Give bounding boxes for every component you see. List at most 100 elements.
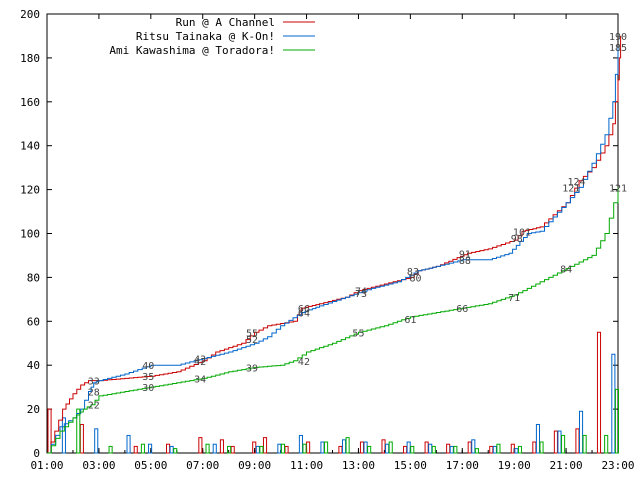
x-tick-label: 15:00 xyxy=(394,459,427,472)
series-line-1 xyxy=(47,46,619,454)
histogram-bar-1 xyxy=(385,443,390,454)
histogram-bar-0 xyxy=(424,441,429,454)
y-tick-label: 20 xyxy=(27,403,40,416)
data-label: 42 xyxy=(194,357,206,368)
data-label: 185 xyxy=(609,43,627,54)
histogram-bar-0 xyxy=(553,430,558,454)
y-tick-label: 0 xyxy=(33,447,40,460)
histogram-bar-2 xyxy=(173,448,178,454)
data-label: 22 xyxy=(88,401,100,412)
histogram-bar-0 xyxy=(284,445,289,454)
data-label: 84 xyxy=(560,265,572,276)
histogram-bar-2 xyxy=(367,445,372,454)
data-label: 30 xyxy=(142,383,154,394)
data-label: 74 xyxy=(355,287,367,298)
histogram-bar-1 xyxy=(514,448,519,454)
data-label: 64 xyxy=(298,309,310,320)
x-tick-label: 21:00 xyxy=(550,459,583,472)
histogram-bar-0 xyxy=(230,445,235,454)
histogram-bar-1 xyxy=(578,410,584,454)
histogram-bar-2 xyxy=(614,388,620,454)
x-tick-label: 01:00 xyxy=(30,459,63,472)
data-label: 73 xyxy=(355,289,367,300)
y-tick-label: 180 xyxy=(20,52,40,65)
data-label: 121 xyxy=(609,183,627,194)
histogram-bar-2 xyxy=(410,445,415,454)
histogram-bar-2 xyxy=(227,445,232,454)
histogram-bar-2 xyxy=(259,445,264,454)
data-label: 34 xyxy=(194,374,206,385)
histogram-bar-1 xyxy=(428,443,433,454)
histogram-bar-1 xyxy=(320,441,325,454)
histogram-bar-0 xyxy=(166,443,171,454)
legend-label: Ami Kawashima @ Toradora! xyxy=(109,44,275,57)
data-label: 40 xyxy=(142,361,154,372)
histogram-bar-1 xyxy=(557,430,562,454)
data-label: 66 xyxy=(456,304,468,315)
histogram-bar-2 xyxy=(388,441,393,454)
histogram-bar-2 xyxy=(453,445,458,454)
histogram-bar-2 xyxy=(561,434,566,454)
histogram-bar-0 xyxy=(489,445,494,454)
legend-label: Run @ A Channel xyxy=(176,16,275,29)
histogram-bar-1 xyxy=(363,441,368,454)
data-label: 190 xyxy=(609,32,627,43)
x-tick-label: 11:00 xyxy=(290,459,323,472)
histogram-bar-2 xyxy=(517,445,523,454)
histogram-bar-2 xyxy=(539,441,544,454)
histogram-bar-1 xyxy=(277,443,282,454)
data-label: 91 xyxy=(459,249,471,260)
histogram-bar-2 xyxy=(302,443,307,454)
data-label: 66 xyxy=(298,304,310,315)
data-label: 61 xyxy=(404,315,416,326)
x-tick-label: 13:00 xyxy=(342,459,375,472)
histogram-bar-0 xyxy=(532,441,537,454)
histogram-bar-0 xyxy=(133,445,138,454)
data-label: 28 xyxy=(88,388,100,399)
data-label: 121 xyxy=(562,183,580,194)
y-tick-label: 40 xyxy=(27,359,40,372)
histogram-bar-0 xyxy=(596,331,602,454)
data-label: 35 xyxy=(142,372,154,383)
plot-frame xyxy=(46,13,619,454)
histogram-bar-2 xyxy=(431,445,436,454)
data-labels: 33 35 42 55 66 74 80 91 101 124 190 28 40 43 52 64 73 83 8… xyxy=(88,32,627,412)
y-tick-label: 160 xyxy=(20,96,40,109)
y-tick-label: 200 xyxy=(20,8,40,21)
histogram-bar-1 xyxy=(611,353,616,454)
x-tick-label: 07:00 xyxy=(186,459,219,472)
data-label: 71 xyxy=(508,293,520,304)
histogram-bar-0 xyxy=(219,439,224,454)
histogram-bar-2 xyxy=(108,445,113,454)
histogram-bar-1 xyxy=(406,441,411,454)
histogram-bar-1 xyxy=(298,434,303,454)
histogram-bar-2 xyxy=(474,448,479,454)
y-tick-label: 120 xyxy=(20,184,40,197)
histogram-bar-0 xyxy=(262,437,268,454)
x-tick-label: 17:00 xyxy=(446,459,479,472)
y-tick-label: 80 xyxy=(27,271,40,284)
data-label: 33 xyxy=(88,377,100,388)
data-label: 42 xyxy=(298,357,310,368)
histogram-bar-1 xyxy=(94,428,99,454)
x-tick-label: 03:00 xyxy=(82,459,115,472)
y-tick-label: 140 xyxy=(20,140,40,153)
histogram-bar-0 xyxy=(359,441,365,454)
histogram-bar-1 xyxy=(449,445,454,454)
histogram-bar-0 xyxy=(381,439,386,454)
data-label: 52 xyxy=(246,335,258,346)
histogram-bar-2 xyxy=(280,443,286,454)
data-label: 39 xyxy=(246,363,258,374)
y-tick-label: 100 xyxy=(20,228,40,241)
x-tick-label: 23:00 xyxy=(601,459,634,472)
y-tick-label: 60 xyxy=(27,315,40,328)
series-lines xyxy=(47,36,622,454)
histogram-bar-2 xyxy=(496,443,501,454)
histogram-bar-2 xyxy=(205,443,210,454)
data-label: 98 xyxy=(511,234,523,245)
x-tick-label: 09:00 xyxy=(238,459,271,472)
histogram-bar-0 xyxy=(403,445,408,454)
histogram-bar-1 xyxy=(341,439,347,454)
